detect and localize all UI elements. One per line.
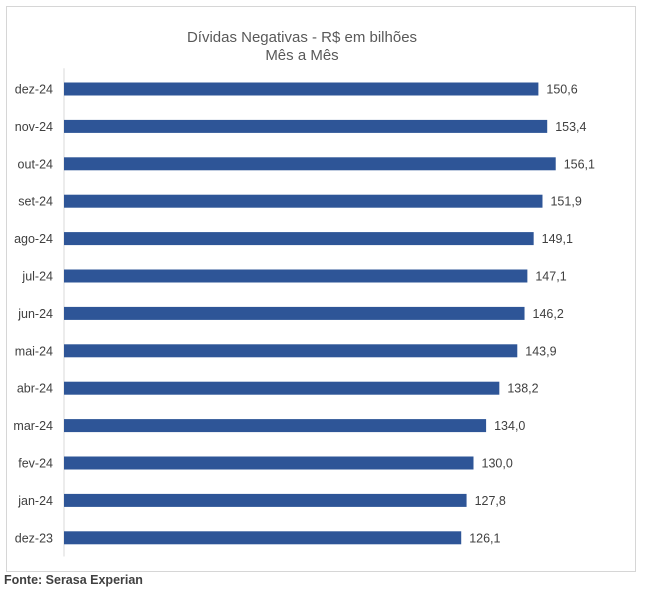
- tick-label-ago-24: ago-24: [14, 232, 53, 246]
- data-label-abr-24: 138,2: [507, 382, 538, 396]
- tick-label-mai-24: mai-24: [15, 344, 53, 358]
- data-label-jun-24: 146,2: [533, 307, 564, 321]
- chart-subtitle: Mês a Mês: [265, 47, 339, 64]
- bar-mar-24: [64, 419, 487, 433]
- bar-dez-23: [64, 531, 462, 545]
- tick-label-jun-24: jun-24: [17, 307, 53, 321]
- data-label-mar-24: 134,0: [494, 419, 525, 433]
- plot-area: dez-24 150,6 nov-24 153,4 out-24 156,1 set-24 1…: [13, 68, 595, 557]
- tick-label-dez-23: dez-23: [15, 531, 53, 545]
- bar-abr-24: [64, 381, 500, 395]
- bar-mai-24: [64, 344, 518, 358]
- bar-nov-24: [64, 119, 548, 133]
- tick-label-abr-24: abr-24: [17, 382, 53, 396]
- data-label-fev-24: 130,0: [482, 457, 513, 471]
- data-label-out-24: 156,1: [564, 157, 595, 171]
- bar-fev-24: [64, 456, 474, 470]
- chart-title: Dívidas Negativas - R$ em bilhões: [186, 29, 418, 46]
- data-label-nov-24: 153,4: [555, 120, 586, 134]
- data-label-jul-24: 147,1: [535, 270, 566, 284]
- source-note: Fonte: Serasa Experian: [4, 573, 143, 587]
- bar-jun-24: [64, 306, 525, 320]
- data-label-set-24: 151,9: [550, 195, 581, 209]
- bar-jul-24: [64, 269, 528, 283]
- bar-out-24: [64, 157, 556, 171]
- tick-label-fev-24: fev-24: [18, 457, 53, 471]
- bar-set-24: [64, 194, 543, 208]
- tick-label-mar-24: mar-24: [13, 419, 53, 433]
- tick-label-dez-24: dez-24: [15, 83, 53, 97]
- data-label-dez-23: 126,1: [469, 531, 500, 545]
- data-label-mai-24: 143,9: [525, 344, 556, 358]
- data-label-jan-24: 127,8: [475, 494, 506, 508]
- data-label-dez-24: 150,6: [546, 83, 577, 97]
- bar-ago-24: [64, 232, 534, 246]
- tick-label-jul-24: jul-24: [21, 270, 53, 284]
- tick-label-nov-24: nov-24: [15, 120, 53, 134]
- tick-label-out-24: out-24: [18, 157, 53, 171]
- chart-frame: Dívidas Negativas - R$ em bilhões Mês a …: [6, 6, 636, 572]
- bar-dez-24: [64, 82, 539, 96]
- tick-label-jan-24: jan-24: [17, 494, 53, 508]
- bar-jan-24: [64, 493, 467, 507]
- tick-label-set-24: set-24: [18, 195, 53, 209]
- data-label-ago-24: 149,1: [542, 232, 573, 246]
